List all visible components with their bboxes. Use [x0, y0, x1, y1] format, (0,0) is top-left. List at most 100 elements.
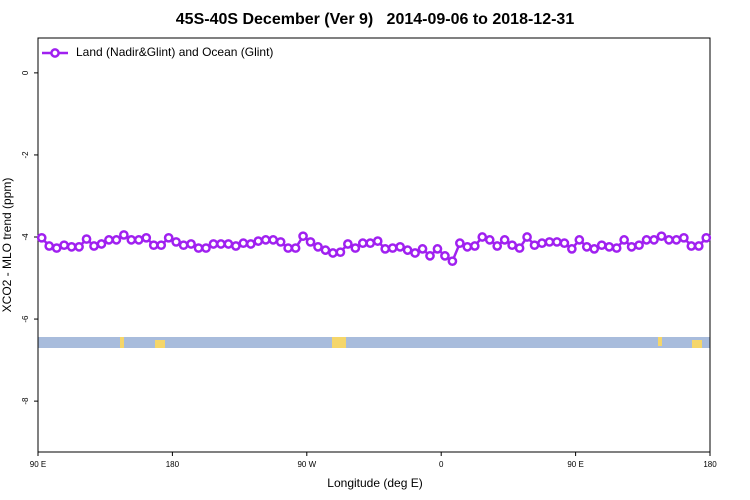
data-point — [156, 240, 167, 251]
data-point — [96, 239, 107, 249]
data-point — [74, 241, 84, 252]
data-point — [581, 241, 592, 252]
x-axis-label: Longitude (deg E) — [327, 476, 422, 490]
data-point — [260, 235, 271, 245]
data-point — [447, 256, 458, 267]
y-tick-label: -6 — [21, 315, 30, 323]
data-point — [126, 235, 137, 245]
x-tick-label: 90 E — [567, 460, 583, 469]
data-point — [514, 243, 525, 253]
data-point — [231, 241, 241, 251]
data-point — [119, 230, 129, 240]
data-point — [104, 235, 114, 245]
data-point — [253, 236, 264, 246]
data-point — [320, 245, 331, 255]
data-point — [171, 237, 181, 247]
data-point — [567, 244, 577, 254]
data-point — [589, 244, 600, 254]
data-point — [365, 238, 376, 249]
data-point — [664, 235, 674, 245]
y-tick-label: 0 — [21, 70, 30, 75]
data-point — [402, 245, 413, 255]
data-point — [372, 236, 383, 246]
data-point — [141, 232, 152, 243]
data-point — [455, 238, 465, 249]
data-point — [477, 232, 488, 242]
data-point — [656, 231, 667, 242]
data-point — [216, 239, 226, 249]
land-patch — [155, 340, 165, 348]
data-point — [679, 232, 689, 243]
data-point — [81, 234, 92, 244]
data-point — [268, 235, 279, 245]
data-point — [387, 243, 398, 253]
data-point — [552, 237, 562, 247]
data-point — [59, 240, 69, 251]
x-tick-label: 90 W — [297, 460, 316, 469]
land-patch — [120, 337, 124, 348]
data-point — [484, 235, 495, 245]
data-point — [559, 238, 570, 249]
data-point — [36, 232, 47, 243]
data-point — [193, 243, 204, 253]
ocean-band — [38, 337, 710, 348]
data-point — [44, 241, 55, 251]
land-patch — [332, 337, 346, 348]
data-point — [201, 243, 211, 253]
data-point — [634, 240, 644, 251]
data-point — [245, 239, 256, 249]
data-point — [111, 235, 122, 245]
x-tick-label: 0 — [439, 460, 444, 469]
y-axis-label: XCO2 - MLO trend (ppm) — [0, 178, 14, 313]
data-point — [275, 237, 286, 247]
data-point — [537, 238, 547, 249]
data-point — [186, 239, 196, 249]
data-point — [649, 235, 659, 245]
data-point — [671, 235, 682, 245]
data-point — [178, 240, 189, 251]
data-point — [619, 235, 629, 245]
data-point — [469, 241, 480, 251]
data-point — [357, 238, 368, 249]
data-point — [641, 235, 652, 245]
data-point — [133, 235, 144, 245]
data-point — [51, 243, 62, 253]
data-point — [298, 231, 308, 242]
data-point — [686, 241, 697, 251]
land-patch — [658, 337, 662, 346]
data-point — [604, 241, 615, 252]
data-point — [223, 239, 234, 249]
data-point — [626, 241, 637, 252]
data-point — [328, 248, 338, 258]
chart-title: 45S-40S December (Ver 9) 2014-09-06 to 2… — [176, 11, 575, 28]
data-point — [432, 244, 443, 254]
data-point — [440, 251, 450, 261]
legend-label: Land (Nadir&Glint) and Ocean (Glint) — [76, 45, 273, 59]
y-tick-label: -8 — [21, 397, 30, 405]
data-point — [395, 241, 405, 252]
data-point — [148, 240, 159, 251]
data-point — [529, 240, 540, 251]
y-tick-label: -4 — [21, 233, 30, 241]
data-point — [350, 243, 361, 253]
legend-marker — [50, 48, 60, 58]
data-point — [499, 235, 510, 245]
data-point — [544, 237, 555, 247]
data-point — [283, 243, 293, 253]
data-point — [417, 244, 428, 254]
data-point — [701, 232, 712, 243]
plot-frame — [37, 37, 711, 453]
data-point — [238, 238, 249, 249]
data-point — [66, 241, 77, 252]
x-tick-label: 180 — [166, 460, 180, 469]
data-point — [425, 251, 435, 261]
data-point — [522, 232, 532, 242]
surface-band — [38, 337, 710, 348]
data-point — [313, 241, 323, 252]
data-point — [596, 240, 607, 251]
data-point — [492, 241, 503, 251]
data-point — [611, 243, 622, 253]
data-point — [208, 239, 219, 249]
